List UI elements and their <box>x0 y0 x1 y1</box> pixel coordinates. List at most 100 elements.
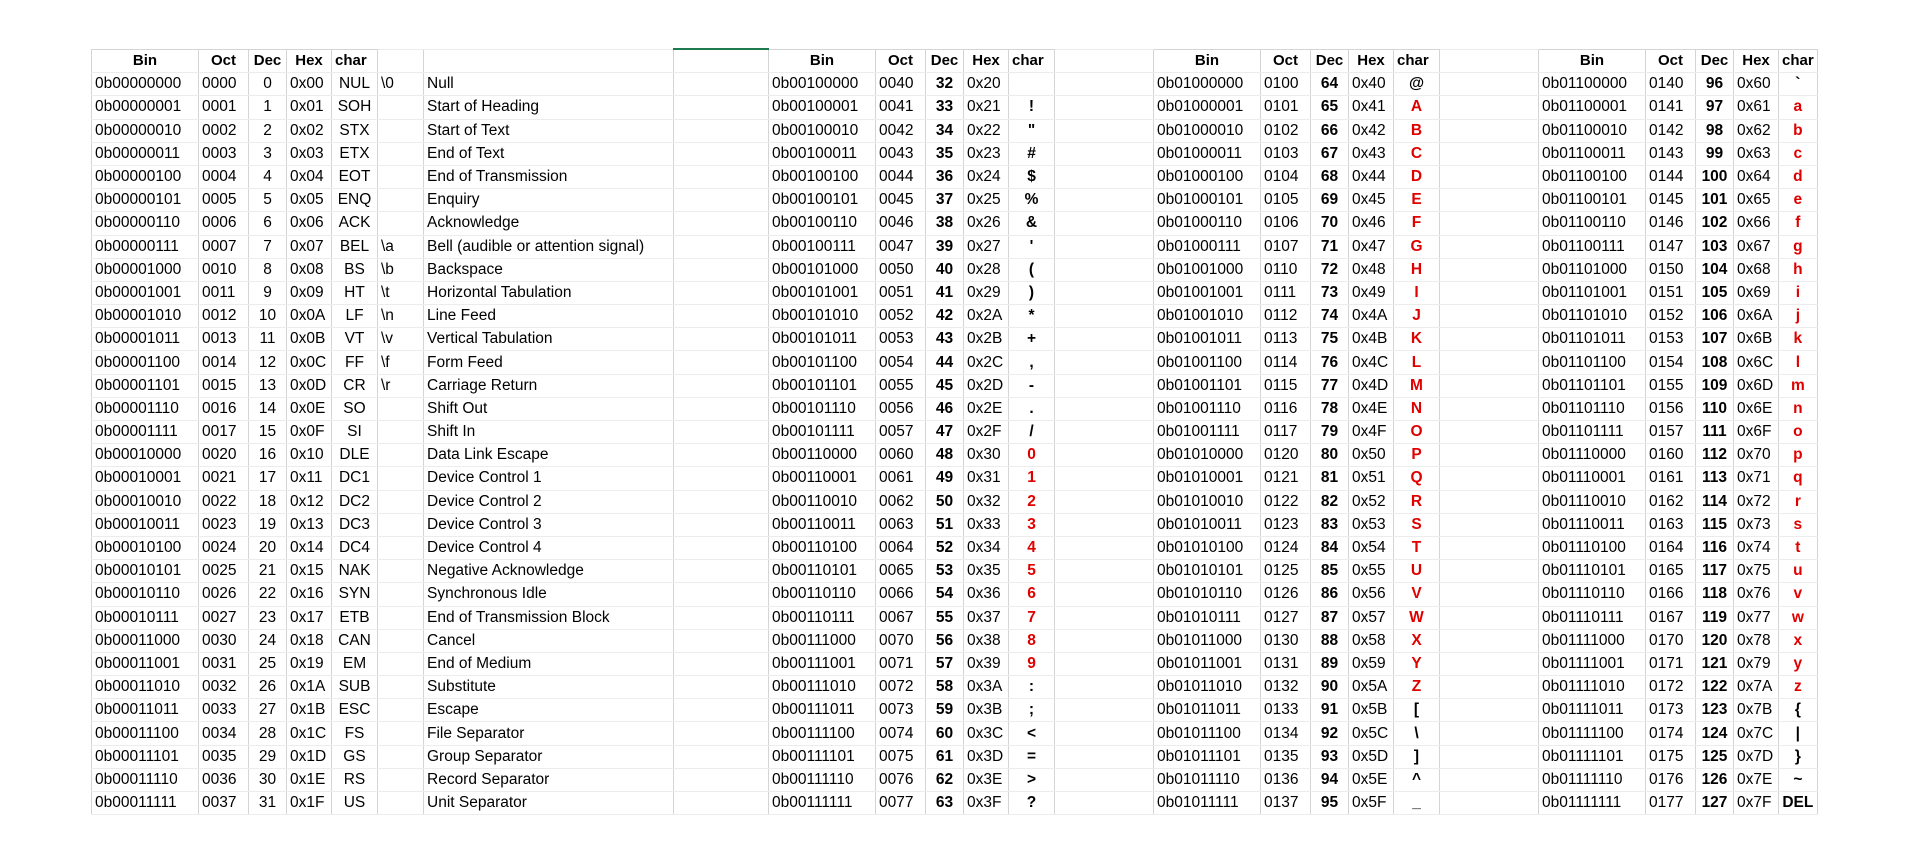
oct-cell[interactable]: 0173 <box>1645 698 1696 723</box>
oct-cell[interactable]: 0127 <box>1260 606 1311 630</box>
control-description-cell[interactable]: Synchronous Idle <box>423 582 674 607</box>
oct-cell[interactable]: 0155 <box>1645 374 1696 398</box>
oct-cell[interactable]: 0027 <box>198 606 249 630</box>
empty-cell[interactable] <box>1054 466 1154 491</box>
dec-cell[interactable]: 98 <box>1695 119 1734 143</box>
dec-cell[interactable]: 90 <box>1310 675 1349 700</box>
bin-cell[interactable]: 0b00111111 <box>768 791 876 816</box>
oct-cell[interactable]: 0120 <box>1260 443 1311 468</box>
char-cell[interactable]: $ <box>1008 165 1055 190</box>
dec-cell[interactable]: 104 <box>1695 258 1734 282</box>
hex-cell[interactable]: 0x47 <box>1348 235 1394 259</box>
hex-cell[interactable]: 0x09 <box>286 281 332 306</box>
dec-cell[interactable]: 69 <box>1310 188 1349 213</box>
hex-cell[interactable]: 0x51 <box>1348 466 1394 491</box>
hex-cell[interactable]: 0x6F <box>1733 420 1779 445</box>
hex-cell[interactable]: 0x23 <box>963 142 1009 166</box>
column-header-bin[interactable]: Bin <box>1538 48 1646 74</box>
empty-cell[interactable] <box>1439 675 1539 700</box>
dec-cell[interactable]: 62 <box>925 768 964 793</box>
dec-cell[interactable]: 111 <box>1695 420 1734 445</box>
oct-cell[interactable]: 0016 <box>198 397 249 422</box>
empty-cell[interactable] <box>673 350 769 375</box>
bin-cell[interactable]: 0b01011110 <box>1153 768 1261 793</box>
bin-cell[interactable]: 0b01111101 <box>1538 745 1646 769</box>
oct-cell[interactable]: 0175 <box>1645 745 1696 769</box>
bin-cell[interactable]: 0b01101111 <box>1538 420 1646 445</box>
column-header-dec[interactable]: Dec <box>1695 48 1734 74</box>
control-description-cell[interactable]: Start of Text <box>423 119 674 143</box>
oct-cell[interactable]: 0152 <box>1645 304 1696 329</box>
bin-cell[interactable]: 0b01101001 <box>1538 281 1646 306</box>
oct-cell[interactable]: 0030 <box>198 629 249 653</box>
dec-cell[interactable]: 80 <box>1310 443 1349 468</box>
empty-cell[interactable] <box>1054 258 1154 282</box>
dec-cell[interactable]: 71 <box>1310 235 1349 259</box>
dec-cell[interactable]: 122 <box>1695 675 1734 700</box>
oct-cell[interactable]: 0032 <box>198 675 249 700</box>
hex-cell[interactable]: 0x12 <box>286 490 332 514</box>
oct-cell[interactable]: 0044 <box>875 165 926 190</box>
control-abbr-cell[interactable]: SI <box>331 420 378 445</box>
control-abbr-cell[interactable]: ETB <box>331 606 378 630</box>
oct-cell[interactable]: 0042 <box>875 119 926 143</box>
empty-cell[interactable] <box>673 327 769 352</box>
hex-cell[interactable]: 0x74 <box>1733 536 1779 561</box>
oct-cell[interactable]: 0015 <box>198 374 249 398</box>
empty-cell[interactable] <box>1439 95 1539 120</box>
bin-cell[interactable]: 0b01000110 <box>1153 211 1261 236</box>
control-abbr-cell[interactable]: VT <box>331 327 378 352</box>
hex-cell[interactable]: 0x41 <box>1348 95 1394 120</box>
dec-cell[interactable]: 3 <box>248 142 287 166</box>
bin-cell[interactable]: 0b01111111 <box>1538 791 1646 816</box>
dec-cell[interactable]: 126 <box>1695 768 1734 793</box>
char-cell[interactable]: o <box>1778 420 1818 445</box>
oct-cell[interactable]: 0010 <box>198 258 249 282</box>
char-cell[interactable]: g <box>1778 235 1818 259</box>
dec-cell[interactable]: 127 <box>1695 791 1734 816</box>
empty-cell[interactable] <box>673 698 769 723</box>
escape-seq-cell[interactable] <box>377 420 424 445</box>
oct-cell[interactable]: 0165 <box>1645 559 1696 584</box>
dec-cell[interactable]: 51 <box>925 513 964 537</box>
oct-cell[interactable]: 0043 <box>875 142 926 166</box>
dec-cell[interactable]: 30 <box>248 768 287 793</box>
hex-cell[interactable]: 0x7E <box>1733 768 1779 793</box>
hex-cell[interactable]: 0x5A <box>1348 675 1394 700</box>
dec-cell[interactable]: 101 <box>1695 188 1734 213</box>
bin-cell[interactable]: 0b00010100 <box>91 536 199 561</box>
column-header-oct[interactable]: Oct <box>1260 48 1311 74</box>
dec-cell[interactable]: 85 <box>1310 559 1349 584</box>
column-header-bin[interactable]: Bin <box>768 48 876 74</box>
escape-seq-cell[interactable]: \t <box>377 281 424 306</box>
char-cell[interactable]: ` <box>1778 72 1818 97</box>
dec-cell[interactable]: 89 <box>1310 652 1349 677</box>
dec-cell[interactable]: 39 <box>925 235 964 259</box>
dec-cell[interactable]: 103 <box>1695 235 1734 259</box>
hex-cell[interactable]: 0x50 <box>1348 443 1394 468</box>
char-cell[interactable]: B <box>1393 119 1440 143</box>
char-cell[interactable]: ! <box>1008 95 1055 120</box>
oct-cell[interactable]: 0157 <box>1645 420 1696 445</box>
hex-cell[interactable]: 0x34 <box>963 536 1009 561</box>
empty-cell[interactable] <box>1439 721 1539 746</box>
hex-cell[interactable]: 0x48 <box>1348 258 1394 282</box>
oct-cell[interactable]: 0076 <box>875 768 926 793</box>
bin-cell[interactable]: 0b01010111 <box>1153 606 1261 630</box>
bin-cell[interactable]: 0b00011000 <box>91 629 199 653</box>
bin-cell[interactable]: 0b01110000 <box>1538 443 1646 468</box>
bin-cell[interactable]: 0b01111110 <box>1538 768 1646 793</box>
bin-cell[interactable]: 0b00000000 <box>91 72 199 97</box>
char-cell[interactable]: , <box>1008 350 1055 375</box>
empty-cell[interactable] <box>1439 582 1539 607</box>
escape-seq-cell[interactable] <box>377 119 424 143</box>
bin-cell[interactable]: 0b00001000 <box>91 258 199 282</box>
bin-cell[interactable]: 0b01101010 <box>1538 304 1646 329</box>
control-description-cell[interactable]: Enquiry <box>423 188 674 213</box>
hex-cell[interactable]: 0x19 <box>286 652 332 677</box>
hex-cell[interactable]: 0x03 <box>286 142 332 166</box>
escape-seq-cell[interactable] <box>377 466 424 491</box>
dec-cell[interactable]: 10 <box>248 304 287 329</box>
dec-cell[interactable]: 105 <box>1695 281 1734 306</box>
bin-cell[interactable]: 0b01011101 <box>1153 745 1261 769</box>
